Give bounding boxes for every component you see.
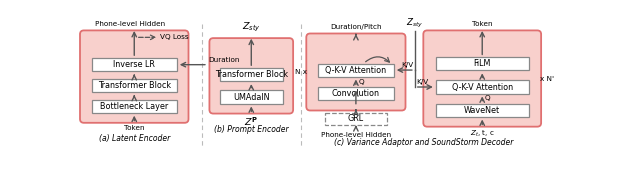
Text: Bottleneck Layer: Bottleneck Layer <box>100 102 168 111</box>
FancyBboxPatch shape <box>92 100 177 113</box>
FancyBboxPatch shape <box>80 30 189 123</box>
Text: Token: Token <box>124 125 145 131</box>
Text: Token: Token <box>472 21 492 27</box>
Text: $Z_{sty}$: $Z_{sty}$ <box>242 21 260 34</box>
Text: (b) Prompt Encoder: (b) Prompt Encoder <box>214 125 289 134</box>
Text: K/V: K/V <box>401 62 413 68</box>
FancyBboxPatch shape <box>318 64 394 77</box>
FancyBboxPatch shape <box>436 57 529 70</box>
FancyBboxPatch shape <box>307 33 406 110</box>
FancyBboxPatch shape <box>436 104 529 117</box>
FancyBboxPatch shape <box>92 79 177 92</box>
Text: Q-K-V Attention: Q-K-V Attention <box>325 66 387 75</box>
Text: Q: Q <box>484 95 490 101</box>
Text: x N': x N' <box>540 75 554 82</box>
FancyBboxPatch shape <box>209 38 293 114</box>
Text: Transformer Block: Transformer Block <box>98 81 171 90</box>
Text: Q: Q <box>358 79 364 85</box>
FancyBboxPatch shape <box>318 87 394 100</box>
FancyBboxPatch shape <box>423 30 541 127</box>
FancyBboxPatch shape <box>220 90 283 104</box>
Text: GRL: GRL <box>348 114 364 123</box>
Text: Duration/Pitch: Duration/Pitch <box>330 24 381 30</box>
Text: Phone-level Hidden: Phone-level Hidden <box>95 21 165 27</box>
Text: WaveNet: WaveNet <box>464 106 500 115</box>
Text: Q-K-V Attention: Q-K-V Attention <box>452 82 513 91</box>
Text: UMAdaIN: UMAdaIN <box>233 92 269 101</box>
Text: (c) Variance Adaptor and SoundStorm Decoder: (c) Variance Adaptor and SoundStorm Deco… <box>334 138 513 147</box>
Text: Duration: Duration <box>209 57 240 63</box>
Text: Transformer Block: Transformer Block <box>214 70 288 79</box>
Text: N x: N x <box>295 69 307 75</box>
FancyBboxPatch shape <box>436 80 529 94</box>
Text: Convolution: Convolution <box>332 89 380 98</box>
FancyBboxPatch shape <box>220 68 283 81</box>
Text: FiLM: FiLM <box>474 59 491 68</box>
Text: Inverse LR: Inverse LR <box>113 60 155 69</box>
Text: VQ Loss: VQ Loss <box>160 34 188 40</box>
Text: Phone-level Hidden: Phone-level Hidden <box>321 132 391 138</box>
FancyBboxPatch shape <box>325 113 387 125</box>
Text: (a) Latent Encoder: (a) Latent Encoder <box>99 134 170 143</box>
Text: K/V: K/V <box>417 79 429 85</box>
FancyBboxPatch shape <box>92 58 177 71</box>
Text: $Z_{sty}$: $Z_{sty}$ <box>406 16 424 30</box>
Text: $Z^\mathbf{P}$: $Z^\mathbf{P}$ <box>244 116 259 129</box>
Text: $Z_t$, t, c: $Z_t$, t, c <box>470 129 495 139</box>
